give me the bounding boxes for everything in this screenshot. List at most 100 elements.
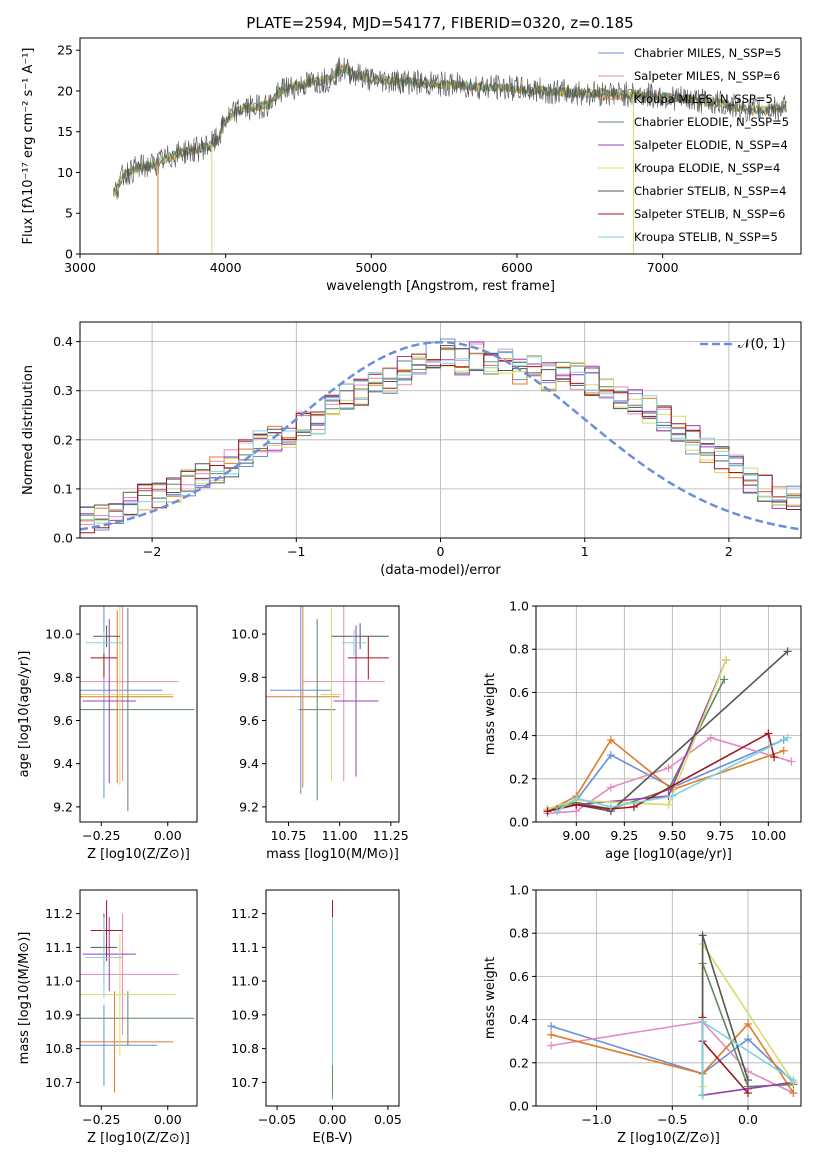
weight-age-xtick-label-4: 10.00	[750, 828, 786, 843]
legend-label-5: Kroupa ELODIE, N_SSP=4	[634, 161, 780, 175]
weight-z-marker-2-2	[744, 1019, 752, 1028]
spectrum-xtick-label-4: 7000	[647, 260, 679, 275]
residuals-xtick-label-3: 1	[581, 544, 589, 559]
weight-age-marker-1-2	[606, 783, 615, 792]
weight-age-series-7	[547, 732, 775, 812]
spectrum-plot-area	[113, 57, 787, 254]
weight-age-marker-3-4	[720, 675, 729, 684]
residual-hist-8	[80, 351, 801, 538]
spectrum-series-5	[113, 64, 787, 198]
weight-age-marker-7-4	[764, 729, 773, 738]
age-mass-frame	[265, 605, 400, 823]
age-mass-ytick-label-4: 10.0	[231, 627, 259, 642]
mass-z-frame	[79, 889, 198, 1107]
weight-age-xlabel: age [log10(age/yr)]	[605, 847, 732, 862]
residuals-ytick-label-0: 0.0	[53, 531, 73, 546]
age-mass-xtick-label-1: 11.00	[322, 828, 358, 843]
mass-z-xtick-label-0: −0.25	[82, 1112, 120, 1127]
age-mass-panel: 10.75 11.00 11.25 9.2 9.4 9.6 9.8 10.0 mass [log…	[231, 605, 409, 862]
residuals-ytick-label-4: 0.4	[53, 334, 73, 349]
age-z-ytick-label-3: 9.8	[53, 670, 73, 685]
weight-age-marker-8-4	[783, 733, 792, 742]
age-mass-ytick-label-0: 9.2	[239, 799, 259, 814]
weight-z-marker-0-0	[547, 1022, 556, 1031]
weight-z-ytick-label-5: 1.0	[509, 883, 529, 898]
normal-curve	[80, 340, 801, 531]
weight-z-marker-8-2	[789, 1076, 798, 1085]
spectrum-ytick-label-5: 25	[57, 43, 73, 58]
weight-age-xtick-label-2: 9.50	[658, 828, 686, 843]
weight-age-marker-5-3	[722, 656, 731, 664]
spectrum-ytick-label-0: 0	[65, 247, 73, 262]
weight-age-marker-8-3	[668, 792, 677, 801]
weight-age-xtick-label-3: 9.75	[706, 828, 734, 843]
weight-age-ytick-label-1: 0.2	[509, 771, 529, 786]
residuals-panel: −2 −1 0 1 2 0.0 0.1 0.2 0.3 0.4 (data-model)/error…	[21, 321, 802, 578]
weight-age-marker-1-5	[787, 757, 796, 766]
legend-label-3: Chabrier ELODIE, N_SSP=5	[634, 115, 789, 129]
weight-z-series-6	[701, 935, 749, 1096]
mass-z-ytick-label-3: 11.0	[45, 974, 73, 989]
residuals-xlabel: (data-model)/error	[380, 563, 501, 578]
weight-z-ytick-label-1: 0.2	[509, 1055, 529, 1070]
spectrum-panel: 3000 4000 5000 6000 7000 0 5 10 15 20 25 wavelength…	[21, 37, 802, 294]
normal-legend-label: 𝒩(0, 1)	[738, 337, 785, 352]
weight-age-marker-1-4	[706, 733, 715, 742]
weight-z-xlabel: Z [log10(Z/Z⊙)]	[617, 1131, 720, 1146]
residuals-ytick-label-1: 0.1	[53, 481, 73, 496]
mass-ebv-xtick-label-1: 0.00	[319, 1112, 347, 1127]
legend-label-0: Chabrier MILES, N_SSP=5	[634, 46, 781, 60]
weight-z-series-0	[550, 1025, 794, 1083]
age-mass-xlabel: mass [log10(M/M⊙)]	[266, 847, 399, 862]
age-z-xtick-label-1: 0.00	[154, 828, 182, 843]
weight-z-marker-7-2	[744, 1089, 752, 1098]
residuals-ytick-label-3: 0.3	[53, 383, 73, 398]
mass-ebv-ytick-label-5: 11.2	[231, 906, 259, 921]
weight-z-ytick-label-2: 0.4	[509, 1012, 529, 1027]
mass-z-ylabel: mass [log10(M/M⊙)]	[17, 932, 32, 1065]
weight-z-xtick-label-1: −0.5	[657, 1112, 687, 1127]
spectrum-ytick-label-3: 15	[57, 124, 73, 139]
spectrum-series-0	[113, 64, 787, 197]
mass-z-plot-area	[80, 900, 195, 1093]
residuals-plot-area	[80, 338, 801, 538]
weight-z-series-1	[550, 1020, 794, 1094]
mass-z-xlabel: Z [log10(Z/Z⊙)]	[87, 1131, 190, 1146]
weight-age-ylabel: mass weight	[483, 673, 498, 755]
weight-age-ytick-label-0: 0.0	[509, 815, 529, 830]
weight-age-marker-7-5	[770, 753, 779, 762]
weight-z-ylabel: mass weight	[483, 957, 498, 1039]
mass-z-ytick-label-4: 11.1	[45, 940, 73, 955]
mass-z-ytick-label-1: 10.8	[45, 1041, 73, 1056]
spectrum-ytick-label-1: 5	[65, 206, 73, 221]
residuals-xtick-label-2: 0	[437, 544, 445, 559]
age-z-panel: −0.25 0.00 9.2 9.4 9.6 9.8 10.0 Z [log10(Z/Z⊙)]…	[17, 605, 198, 862]
legend-label-7: Salpeter STELIB, N_SSP=6	[634, 207, 785, 221]
mass-z-ytick-label-5: 11.2	[45, 906, 73, 921]
legend-label-8: Kroupa STELIB, N_SSP=5	[634, 230, 778, 244]
weight-age-series-5	[547, 659, 727, 810]
weight-age-xtick-label-0: 9.00	[562, 828, 590, 843]
spectrum-frame	[79, 37, 802, 255]
weight-z-marker-0-2	[744, 1035, 752, 1044]
weight-age-panel: 9.00 9.25 9.50 9.75 10.00 0.0 0.2 0.4 0.6 0.8 1.0 a…	[483, 599, 802, 862]
residuals-ylabel: Normed distribution	[21, 365, 36, 495]
weight-z-marker-6-1	[698, 931, 707, 940]
age-z-xtick-label-0: −0.25	[82, 828, 120, 843]
age-mass-plot-area	[266, 606, 389, 801]
residuals-ytick-label-2: 0.2	[53, 432, 73, 447]
spectrum-xlabel: wavelength [Angstrom, rest frame]	[326, 279, 555, 294]
age-mass-xtick-label-2: 11.25	[373, 828, 409, 843]
weight-z-marker-6-2	[744, 1076, 752, 1085]
weight-age-plot-area	[543, 647, 796, 818]
spectrum-xtick-label-2: 5000	[355, 260, 387, 275]
weight-age-series-1	[547, 736, 792, 815]
weight-age-marker-1-3	[664, 764, 673, 772]
weight-z-ytick-label-0: 0.0	[509, 1099, 529, 1114]
weight-age-xtick-label-1: 9.25	[610, 828, 638, 843]
spectrum-xtick-label-3: 6000	[501, 260, 533, 275]
spectrum-legend: Chabrier MILES, N_SSP=5 Salpeter MILES, N…	[598, 46, 789, 244]
weight-age-frame	[535, 605, 802, 823]
weight-age-marker-8-2	[606, 802, 615, 811]
